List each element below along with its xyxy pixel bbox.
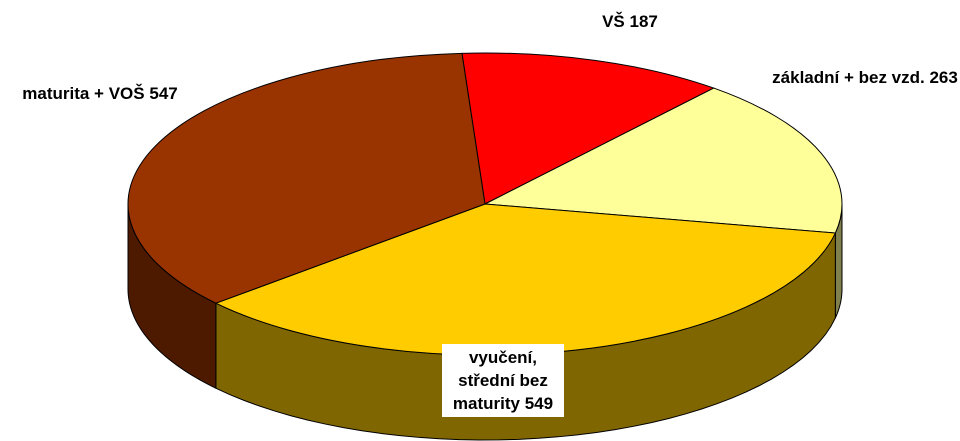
slice-value: 547: [149, 84, 178, 103]
slice-label: VŠ 187: [560, 10, 700, 33]
slice-category: vyučení, střední bez maturity: [452, 348, 548, 413]
slice-value: 263: [929, 68, 958, 87]
pie-slice: [483, 87, 843, 234]
pie-slice: [214, 203, 837, 356]
pie-slice: [127, 52, 486, 304]
slice-label: základní + bez vzd. 263: [770, 66, 960, 89]
slice-value: 549: [524, 394, 554, 413]
slice-label: maturita + VOŠ 547: [0, 82, 200, 105]
slice-category: základní + bez vzd.: [772, 68, 925, 87]
slice-label: vyučení, střední bez maturity 549: [442, 344, 564, 417]
slice-value: 187: [629, 12, 658, 31]
slice-category: maturita + VOŠ: [22, 84, 145, 103]
slice-category: VŠ: [602, 12, 625, 31]
pie-slice: [461, 52, 716, 205]
